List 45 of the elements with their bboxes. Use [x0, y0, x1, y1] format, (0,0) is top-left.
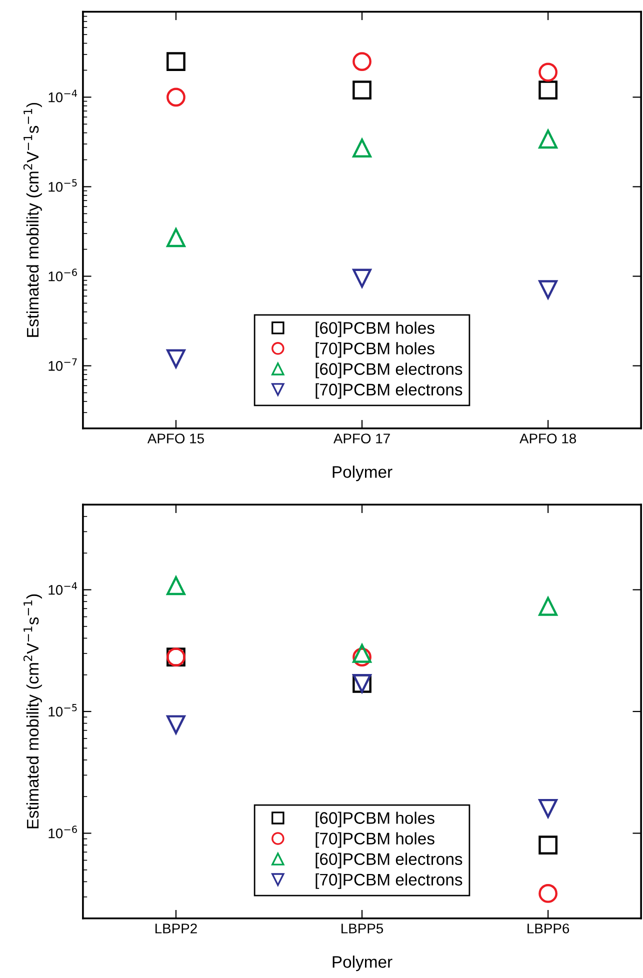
y-tick-label: 10$^{−7}$	[48, 358, 77, 371]
point	[538, 130, 558, 149]
point	[352, 80, 372, 100]
point	[352, 52, 372, 71]
x-tick-label: LBPP2	[155, 924, 197, 934]
point	[538, 280, 558, 300]
legend-label: [60]PCBM holes	[316, 322, 434, 338]
y-tick-label: 10$^{−6}$	[48, 826, 77, 838]
point	[538, 798, 558, 818]
point	[538, 80, 558, 100]
point	[538, 836, 558, 854]
y-tick-label: 10$^{−4}$	[48, 582, 78, 595]
point	[352, 268, 372, 288]
point	[538, 62, 558, 82]
x-tick-label: APFO 18	[520, 434, 576, 444]
x-axis-title: Polymer	[332, 466, 392, 482]
point	[352, 648, 372, 666]
x-tick-label: LBPP5	[342, 924, 384, 934]
legend-label: [70]PCBM holes	[316, 832, 434, 848]
legend-label: [70]PCBM electrons	[316, 383, 462, 399]
y-tick-label: 10$^{−5}$	[48, 179, 77, 192]
point	[166, 228, 186, 248]
y-axis-title: Estimated mobility (cm$^{2}$V$^{−1}$s$^{−1}$)	[23, 102, 42, 337]
point	[166, 715, 186, 734]
y-axis-title: Estimated mobility (cm$^{2}$V$^{−1}$s$^{−1}$)	[23, 594, 42, 828]
y-tick-label: 10$^{−4}$	[48, 90, 78, 102]
legend-label: [70]PCBM electrons	[316, 873, 462, 889]
point	[352, 138, 372, 158]
x-tick-label: APFO 17	[333, 434, 390, 444]
point	[538, 596, 558, 616]
point	[166, 88, 186, 107]
legend-label: [60]PCBM electrons	[316, 362, 462, 378]
point	[166, 349, 186, 368]
legend-label: [70]PCBM holes	[316, 342, 434, 358]
point	[538, 884, 558, 903]
x-axis-title: Polymer	[332, 956, 392, 972]
y-tick-label: 10$^{−5}$	[48, 704, 77, 717]
y-tick-label: 10$^{−6}$	[48, 268, 77, 282]
x-tick-label: LBPP6	[528, 924, 570, 934]
legend-label: [60]PCBM electrons	[316, 852, 462, 868]
legend-label: [60]PCBM holes	[316, 812, 434, 828]
x-tick-label: APFO 15	[147, 434, 204, 444]
point	[352, 644, 372, 663]
point	[166, 576, 186, 596]
point	[166, 52, 186, 71]
